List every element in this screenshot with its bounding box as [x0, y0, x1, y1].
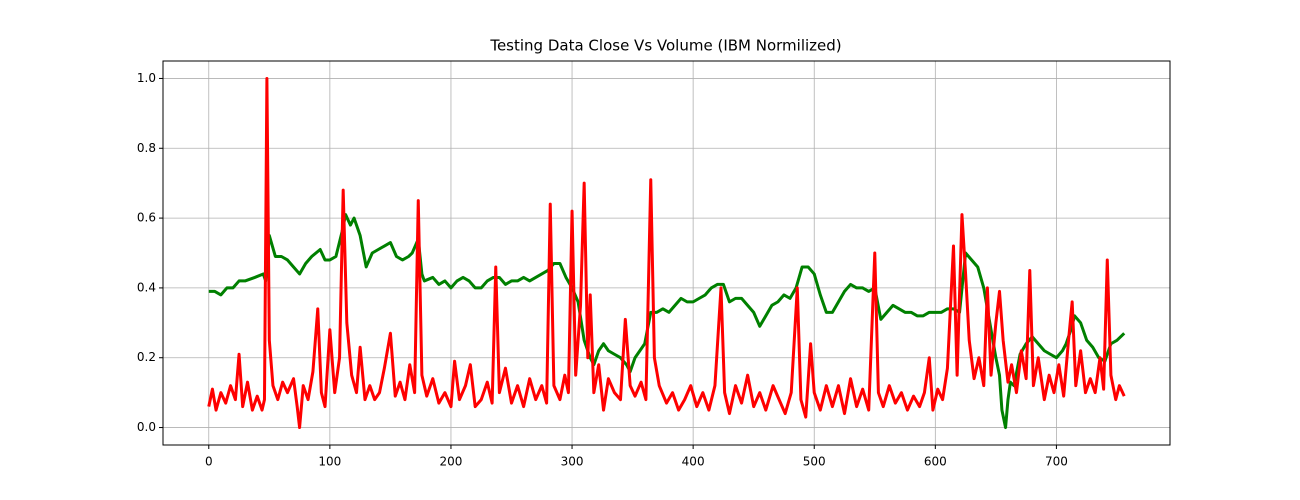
chart-title: Testing Data Close Vs Volume (IBM Normil… — [489, 37, 841, 55]
x-tick-label: 100 — [318, 455, 341, 469]
y-tick-label: 0.2 — [137, 350, 156, 364]
y-tick-label: 0.4 — [137, 280, 156, 294]
x-tick-label: 200 — [440, 455, 463, 469]
x-tick-label: 600 — [924, 455, 947, 469]
x-tick-label: 500 — [803, 455, 826, 469]
x-tick-label: 300 — [561, 455, 584, 469]
y-tick-label: 0.8 — [137, 141, 156, 155]
y-tick-label: 0.0 — [137, 420, 156, 434]
x-tick-label: 400 — [682, 455, 705, 469]
x-tick-label: 700 — [1045, 455, 1068, 469]
y-tick-label: 0.6 — [137, 211, 156, 225]
y-tick-label: 1.0 — [137, 71, 156, 85]
data-line — [207, 76, 1126, 430]
x-tick-label: 0 — [205, 455, 213, 469]
plot-frame — [162, 60, 1171, 446]
